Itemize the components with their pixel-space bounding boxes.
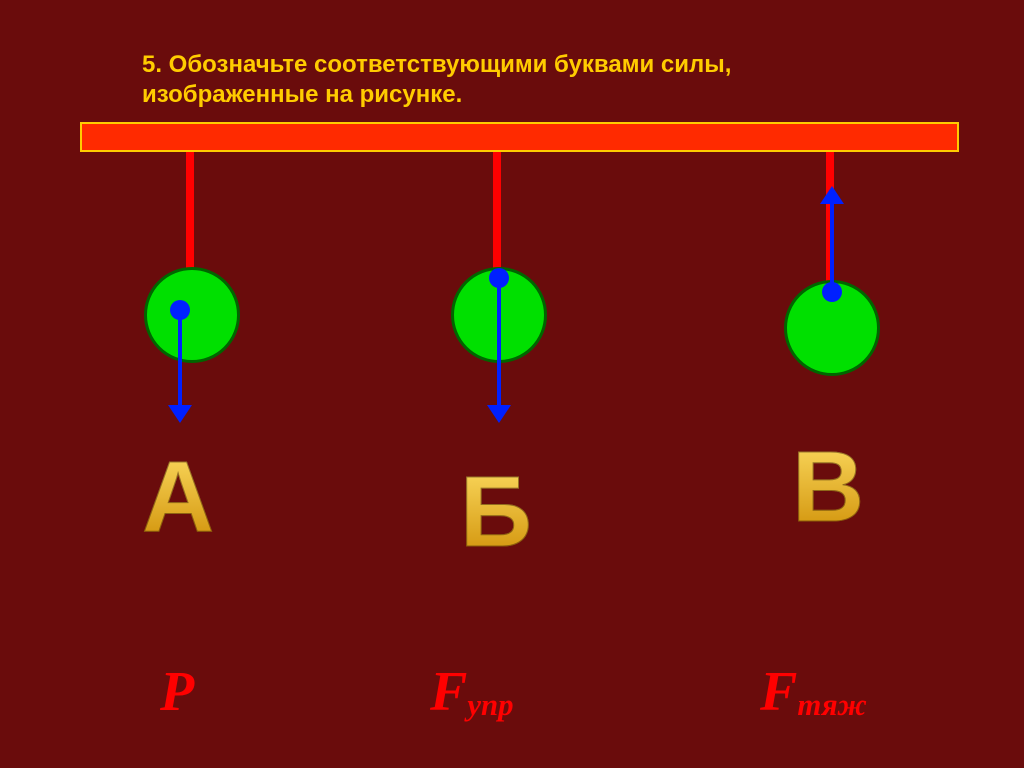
answer-label: Fтяж bbox=[760, 660, 867, 724]
force-vector-arrowhead bbox=[820, 186, 844, 204]
pendulum-label: В bbox=[792, 430, 864, 545]
force-vector-arrowhead bbox=[168, 405, 192, 423]
answer-subscript: тяж bbox=[797, 688, 867, 722]
force-vector-line bbox=[497, 278, 501, 406]
answer-main: F bbox=[760, 661, 797, 723]
physics-slide: 5. Обозначьте соответствующими буквами с… bbox=[0, 0, 1024, 768]
question-text: 5. Обозначьте соответствующими буквами с… bbox=[142, 50, 731, 110]
question-line-2: изображенные на рисунке. bbox=[142, 80, 731, 110]
force-vector-origin bbox=[822, 282, 842, 302]
force-vector-arrowhead bbox=[487, 405, 511, 423]
answer-main: F bbox=[430, 661, 467, 723]
answer-main: P bbox=[160, 661, 194, 723]
pendulum-label: А bbox=[142, 440, 214, 555]
pendulum-label: Б bbox=[460, 455, 532, 570]
answer-subscript: упр bbox=[467, 688, 513, 722]
pendulum-ball bbox=[144, 267, 240, 363]
support-bar bbox=[80, 122, 959, 152]
pendulum-string bbox=[493, 152, 501, 277]
force-vector-origin bbox=[170, 300, 190, 320]
force-vector-line bbox=[178, 310, 182, 405]
answer-label: Fупр bbox=[430, 660, 514, 724]
answer-label: P bbox=[160, 660, 194, 724]
force-vector-line bbox=[830, 200, 834, 292]
question-line-1: 5. Обозначьте соответствующими буквами с… bbox=[142, 50, 731, 80]
pendulum-string bbox=[186, 152, 194, 277]
force-vector-origin bbox=[489, 268, 509, 288]
